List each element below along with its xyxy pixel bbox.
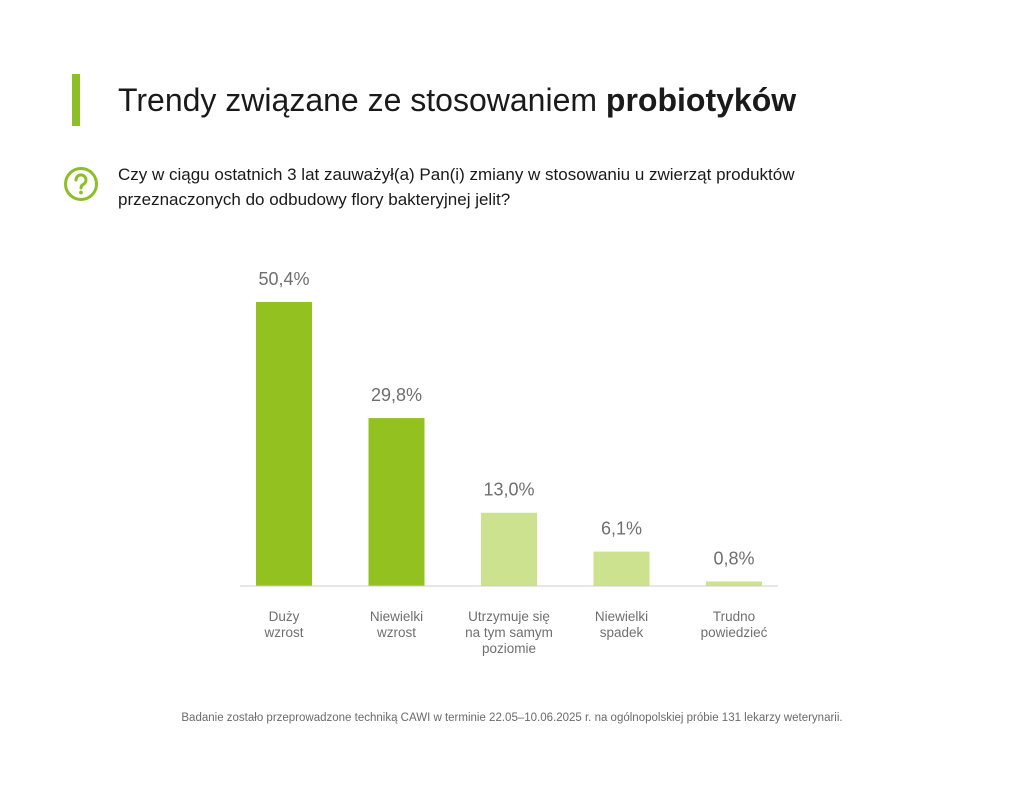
page-title: Trendy związane ze stosowaniem probiotyk… — [118, 78, 796, 122]
category-label-3-line-1: Utrzymuje się — [468, 609, 550, 624]
bar-2 — [368, 418, 425, 586]
category-label-2-line-1: Niewielki — [370, 609, 423, 624]
value-label-2: 29,8% — [371, 385, 422, 405]
survey-question: Czy w ciągu ostatnich 3 lat zauważył(a) … — [118, 165, 795, 209]
bar-5 — [706, 581, 762, 586]
category-label-2-line-2: wzrost — [376, 625, 416, 640]
title-accent-bar — [72, 74, 80, 126]
category-label-1-line-1: Duży — [269, 609, 300, 624]
value-label-3: 13,0% — [483, 480, 534, 500]
category-label-5-line-2: powiedzieć — [701, 625, 768, 640]
footnote: Badanie zostało przeprowadzone techniką … — [181, 712, 843, 724]
category-label-4-line-1: Niewielki — [595, 609, 648, 624]
title-regular: Trendy związane ze stosowaniem — [118, 82, 606, 118]
category-label-4-line-2: spadek — [600, 625, 644, 640]
category-label-5-line-1: Trudno — [713, 609, 755, 624]
category-label-3-line-2: na tym samym — [465, 625, 553, 640]
bar-1 — [256, 302, 312, 586]
bar-3 — [481, 512, 537, 586]
value-label-5: 0,8% — [713, 548, 754, 568]
value-label-4: 6,1% — [601, 519, 642, 539]
value-label-1: 50,4% — [258, 269, 309, 289]
category-label-3-line-3: poziomie — [482, 641, 536, 656]
bar-4 — [593, 551, 650, 586]
question-mark-icon — [64, 167, 98, 201]
title-bold: probiotyków — [605, 82, 797, 118]
category-label-1-line-2: wzrost — [263, 625, 303, 640]
